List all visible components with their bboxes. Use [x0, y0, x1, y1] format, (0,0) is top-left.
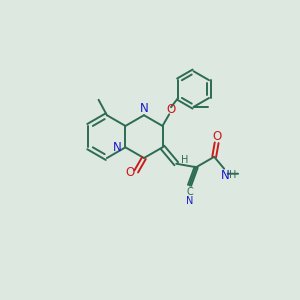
Text: N: N [220, 169, 230, 182]
Text: H: H [229, 170, 236, 180]
Text: H: H [181, 155, 188, 165]
Text: N: N [113, 141, 122, 154]
Text: O: O [125, 167, 134, 179]
Text: O: O [213, 130, 222, 143]
Text: N: N [140, 102, 148, 115]
Text: O: O [167, 103, 176, 116]
Text: C: C [186, 187, 193, 197]
Text: N: N [186, 196, 193, 206]
